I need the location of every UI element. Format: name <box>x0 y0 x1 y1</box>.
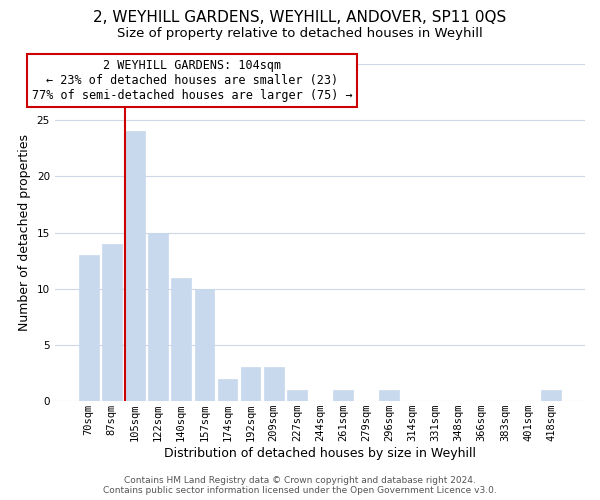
X-axis label: Distribution of detached houses by size in Weyhill: Distribution of detached houses by size … <box>164 447 476 460</box>
Bar <box>264 368 284 401</box>
Bar <box>241 368 260 401</box>
Bar <box>541 390 561 401</box>
Bar <box>172 278 191 401</box>
Bar <box>379 390 399 401</box>
Y-axis label: Number of detached properties: Number of detached properties <box>18 134 31 331</box>
Text: Size of property relative to detached houses in Weyhill: Size of property relative to detached ho… <box>117 28 483 40</box>
Bar <box>148 232 168 401</box>
Bar <box>194 289 214 401</box>
Bar <box>79 255 98 401</box>
Bar <box>333 390 353 401</box>
Bar <box>218 378 237 401</box>
Bar <box>102 244 122 401</box>
Bar <box>125 132 145 401</box>
Text: 2, WEYHILL GARDENS, WEYHILL, ANDOVER, SP11 0QS: 2, WEYHILL GARDENS, WEYHILL, ANDOVER, SP… <box>94 10 506 25</box>
Text: Contains HM Land Registry data © Crown copyright and database right 2024.
Contai: Contains HM Land Registry data © Crown c… <box>103 476 497 495</box>
Text: 2 WEYHILL GARDENS: 104sqm
← 23% of detached houses are smaller (23)
77% of semi-: 2 WEYHILL GARDENS: 104sqm ← 23% of detac… <box>32 59 353 102</box>
Bar <box>287 390 307 401</box>
